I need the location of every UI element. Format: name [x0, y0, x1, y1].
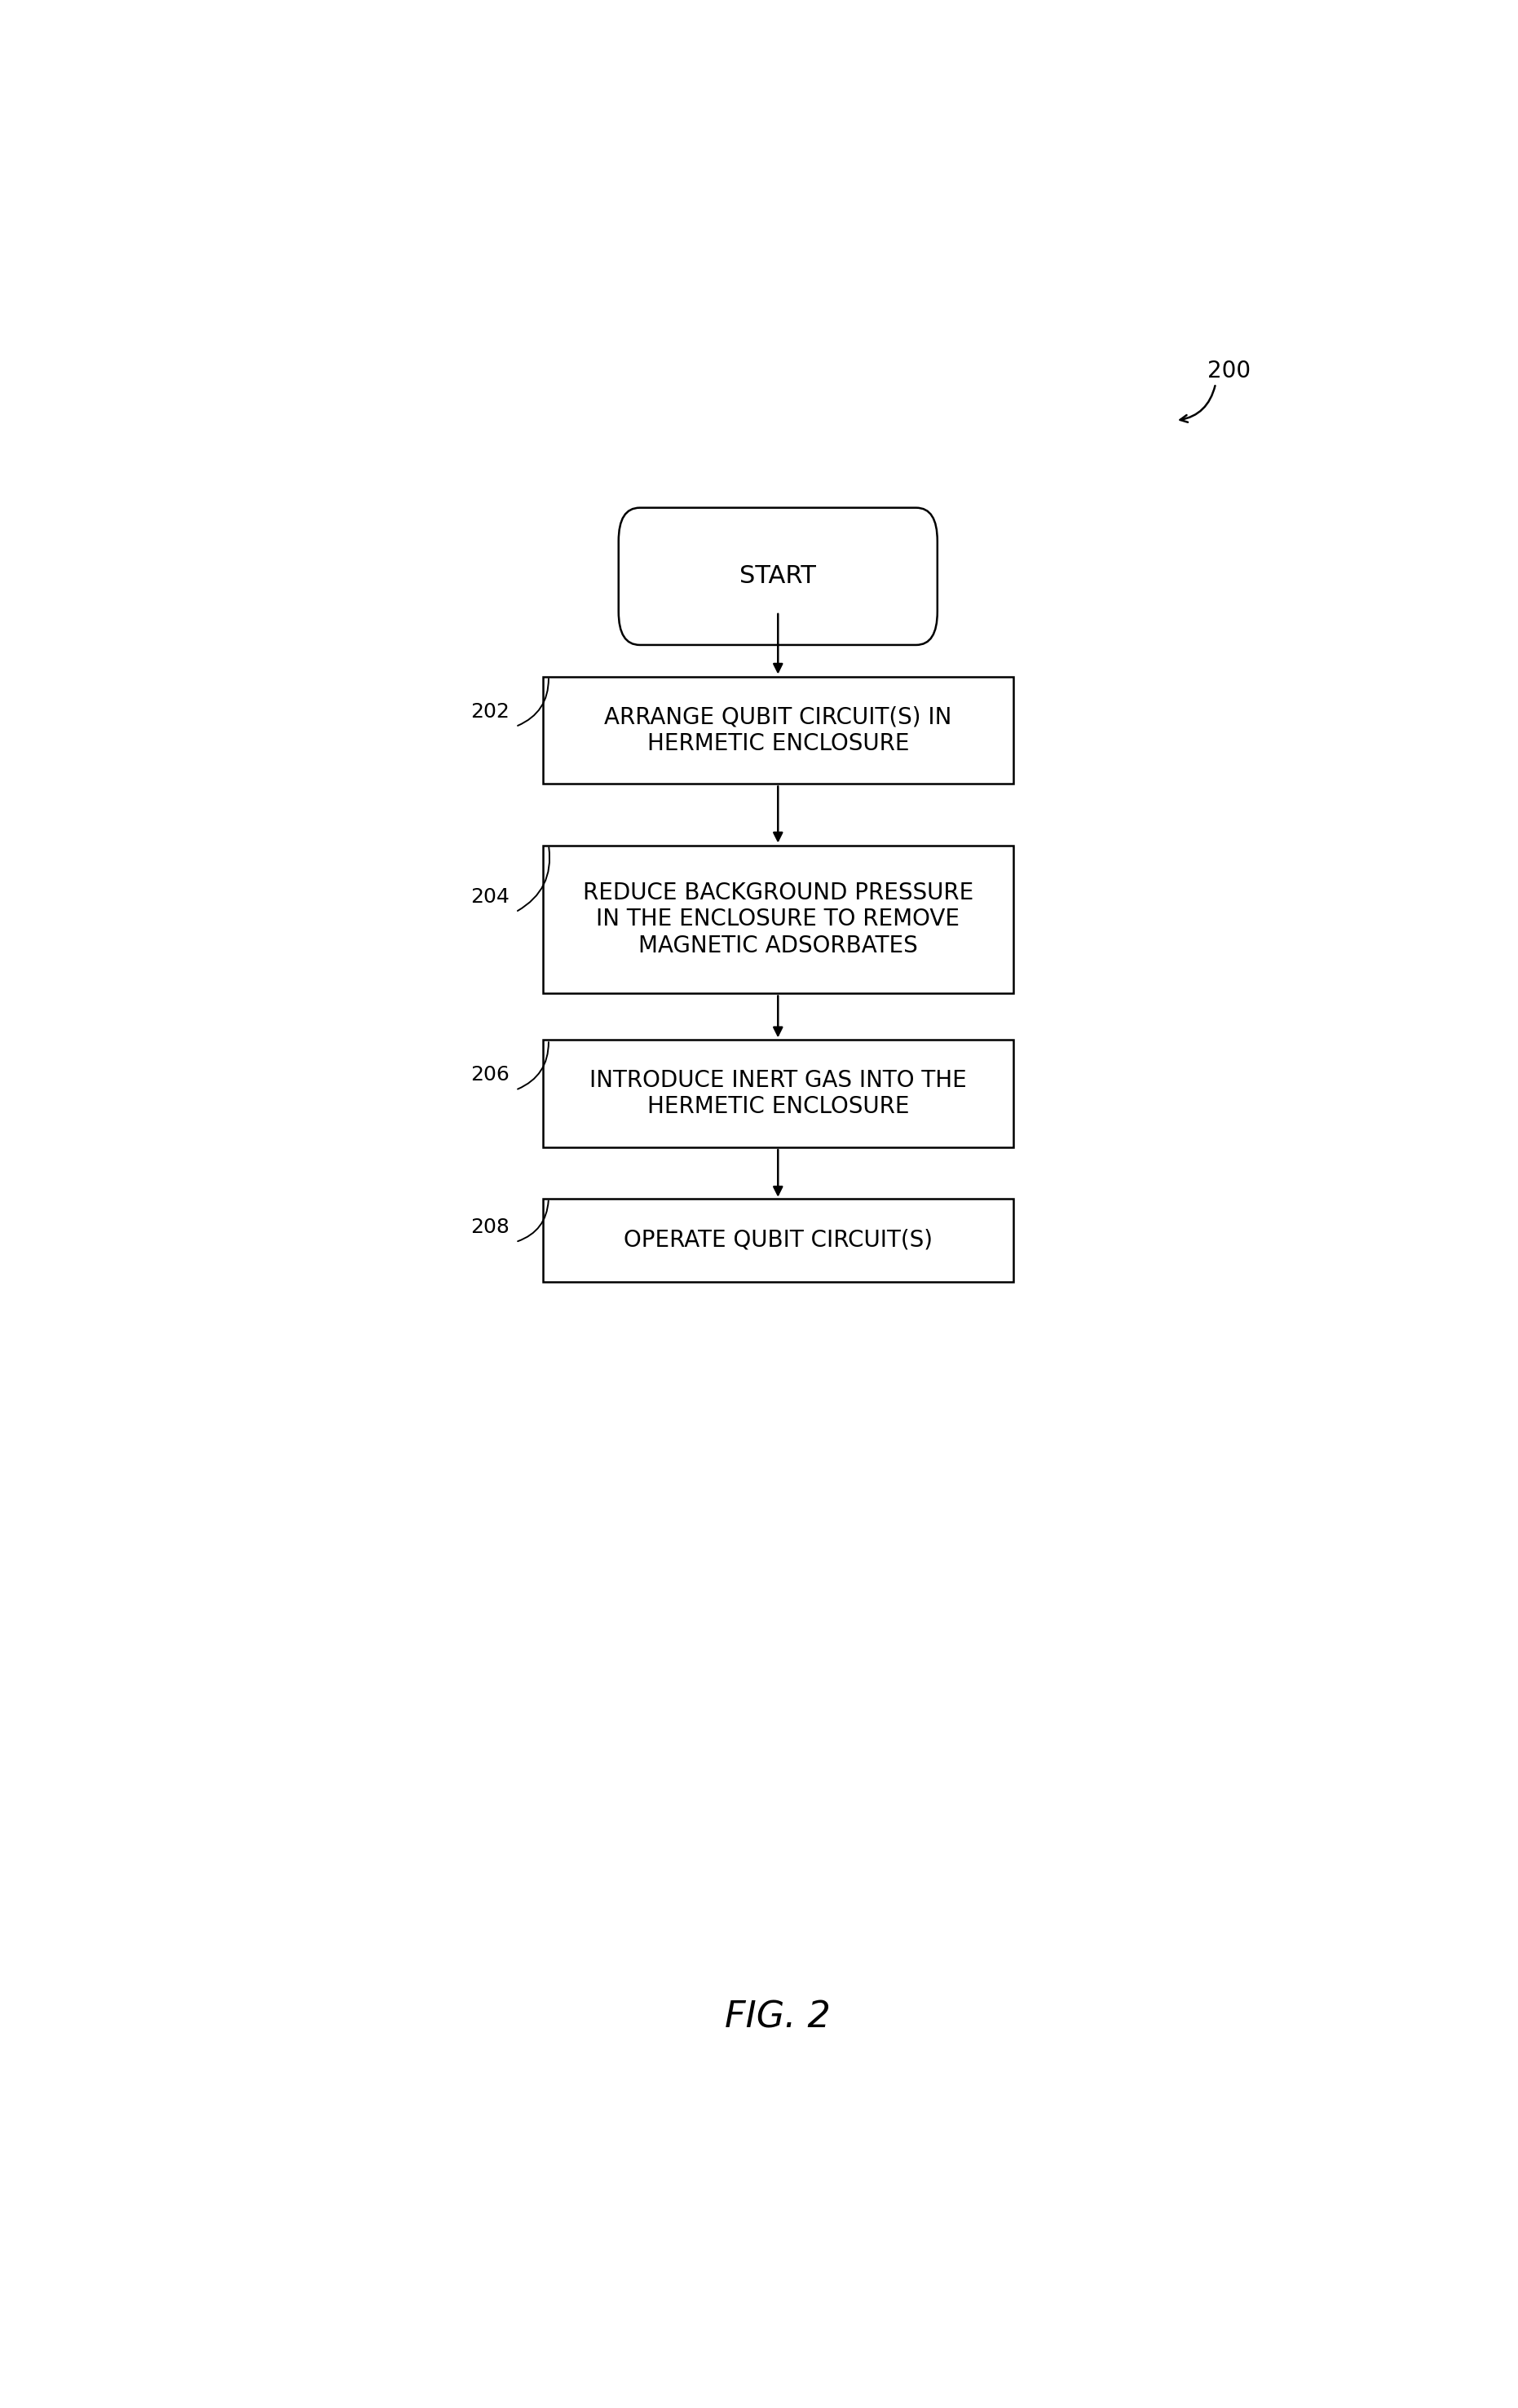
- FancyBboxPatch shape: [543, 677, 1013, 785]
- FancyBboxPatch shape: [618, 508, 938, 645]
- FancyBboxPatch shape: [543, 1040, 1013, 1149]
- Text: 206: 206: [471, 1064, 510, 1086]
- Text: 208: 208: [471, 1218, 510, 1238]
- FancyBboxPatch shape: [543, 845, 1013, 995]
- Text: START: START: [739, 563, 817, 588]
- Text: REDUCE BACKGROUND PRESSURE
IN THE ENCLOSURE TO REMOVE
MAGNETIC ADSORBATES: REDUCE BACKGROUND PRESSURE IN THE ENCLOS…: [583, 881, 973, 958]
- Text: 200: 200: [1207, 359, 1251, 383]
- Text: 202: 202: [471, 701, 510, 722]
- Text: INTRODUCE INERT GAS INTO THE
HERMETIC ENCLOSURE: INTRODUCE INERT GAS INTO THE HERMETIC EN…: [589, 1069, 967, 1117]
- Text: OPERATE QUBIT CIRCUIT(S): OPERATE QUBIT CIRCUIT(S): [624, 1228, 932, 1252]
- Text: ARRANGE QUBIT CIRCUIT(S) IN
HERMETIC ENCLOSURE: ARRANGE QUBIT CIRCUIT(S) IN HERMETIC ENC…: [604, 706, 952, 754]
- Text: 204: 204: [471, 886, 510, 908]
- FancyBboxPatch shape: [543, 1199, 1013, 1281]
- Text: FIG. 2: FIG. 2: [726, 1999, 830, 2035]
